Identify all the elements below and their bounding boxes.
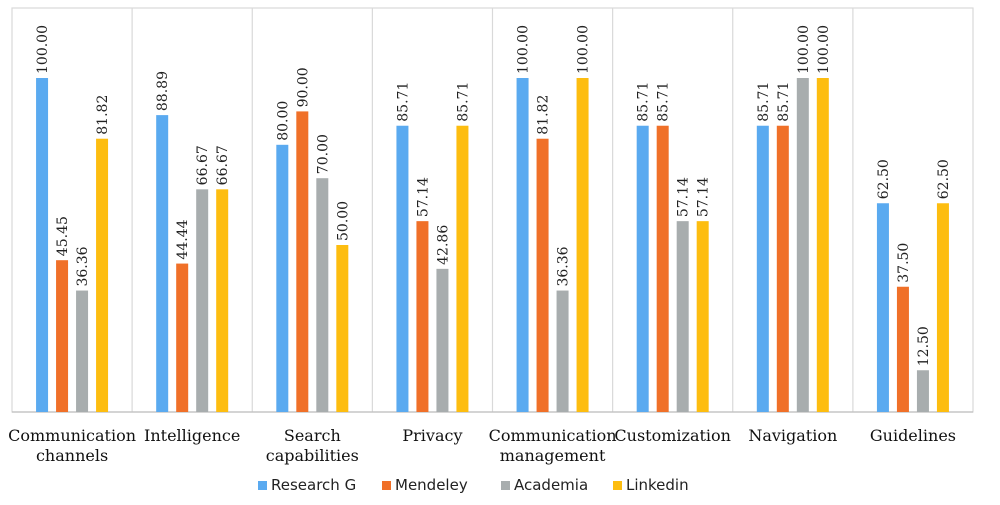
data-label: 66.67 [195, 145, 211, 185]
bar-research-g [276, 144, 289, 413]
data-label: 100.00 [796, 25, 812, 74]
category-label: Communication [489, 426, 617, 445]
bar-academia [916, 370, 929, 412]
bar-mendeley [416, 221, 429, 412]
data-label: 85.71 [395, 82, 411, 122]
data-label: 85.71 [776, 82, 792, 122]
bar-mendeley [536, 138, 549, 413]
data-label: 100.00 [35, 25, 51, 74]
data-label: 100.00 [576, 25, 592, 74]
bar-linkedin [96, 138, 109, 413]
bar-academia [796, 78, 809, 412]
bar-linkedin [816, 78, 829, 412]
bar-linkedin [936, 203, 949, 412]
data-label: 85.71 [455, 82, 471, 122]
data-label: 57.14 [696, 177, 712, 217]
bar-mendeley [656, 125, 669, 412]
data-label: 81.82 [536, 95, 552, 135]
bar-mendeley [56, 260, 69, 412]
bar-academia [76, 290, 89, 412]
data-label: 80.00 [275, 101, 291, 141]
data-label: 88.89 [155, 71, 171, 111]
data-label: 100.00 [816, 25, 832, 74]
category-label: Intelligence [144, 426, 240, 445]
bar-research-g [756, 125, 769, 412]
data-label: 42.86 [435, 225, 451, 265]
data-label: 90.00 [295, 67, 311, 107]
legend-label: Mendeley [395, 476, 468, 494]
bar-academia [316, 178, 329, 412]
legend-swatch [382, 481, 391, 490]
data-label: 36.36 [75, 246, 91, 286]
category-label: Navigation [748, 426, 837, 445]
legend-label: Linkedin [626, 476, 689, 494]
bar-academia [556, 290, 569, 412]
bar-linkedin [216, 189, 229, 412]
data-label: 45.45 [55, 216, 71, 256]
bar-linkedin [576, 78, 589, 412]
bar-academia [196, 189, 209, 412]
data-label: 85.71 [656, 82, 672, 122]
data-label: 62.50 [936, 159, 952, 199]
bar-academia [676, 221, 689, 412]
data-label: 100.00 [516, 25, 532, 74]
legend: Research G Mendeley Academia Linkedin [258, 476, 689, 494]
bar-mendeley [296, 111, 309, 413]
data-label: 57.14 [676, 177, 692, 217]
data-label: 44.44 [175, 219, 191, 259]
bar-research-g [156, 115, 169, 413]
category-label: channels [36, 446, 108, 465]
data-label: 57.14 [415, 177, 431, 217]
legend-swatch [501, 481, 510, 490]
data-label: 66.67 [215, 145, 231, 185]
data-label: 70.00 [315, 134, 331, 174]
bar-mendeley [176, 263, 189, 412]
data-label: 12.50 [916, 326, 932, 366]
category-label: Customization [614, 426, 731, 445]
category-label: Search [284, 426, 341, 445]
data-label: 81.82 [95, 95, 111, 135]
category-label: Communication [8, 426, 136, 445]
data-label: 85.71 [756, 82, 772, 122]
data-label: 85.71 [636, 82, 652, 122]
data-label: 62.50 [876, 159, 892, 199]
legend-swatch [613, 481, 622, 490]
bar-linkedin [336, 245, 349, 412]
category-label: Privacy [402, 426, 462, 445]
bar-linkedin [696, 221, 709, 412]
bar-research-g [516, 78, 529, 412]
data-label: 50.00 [335, 201, 351, 241]
bar-research-g [876, 203, 889, 412]
bar-research-g [396, 125, 409, 412]
bar-research-g [636, 125, 649, 412]
bar-linkedin [456, 125, 469, 412]
legend-label: Academia [514, 476, 588, 494]
bar-academia [436, 268, 449, 412]
category-label: capabilities [266, 446, 359, 465]
bar-mendeley [896, 286, 909, 412]
legend-label: Research G [271, 476, 356, 494]
data-label: 36.36 [556, 246, 572, 286]
category-label: Guidelines [870, 426, 956, 445]
data-label: 37.50 [896, 243, 912, 283]
bar-mendeley [776, 125, 789, 412]
bar-research-g [36, 78, 49, 412]
category-label: management [500, 446, 606, 465]
legend-swatch [258, 481, 267, 490]
